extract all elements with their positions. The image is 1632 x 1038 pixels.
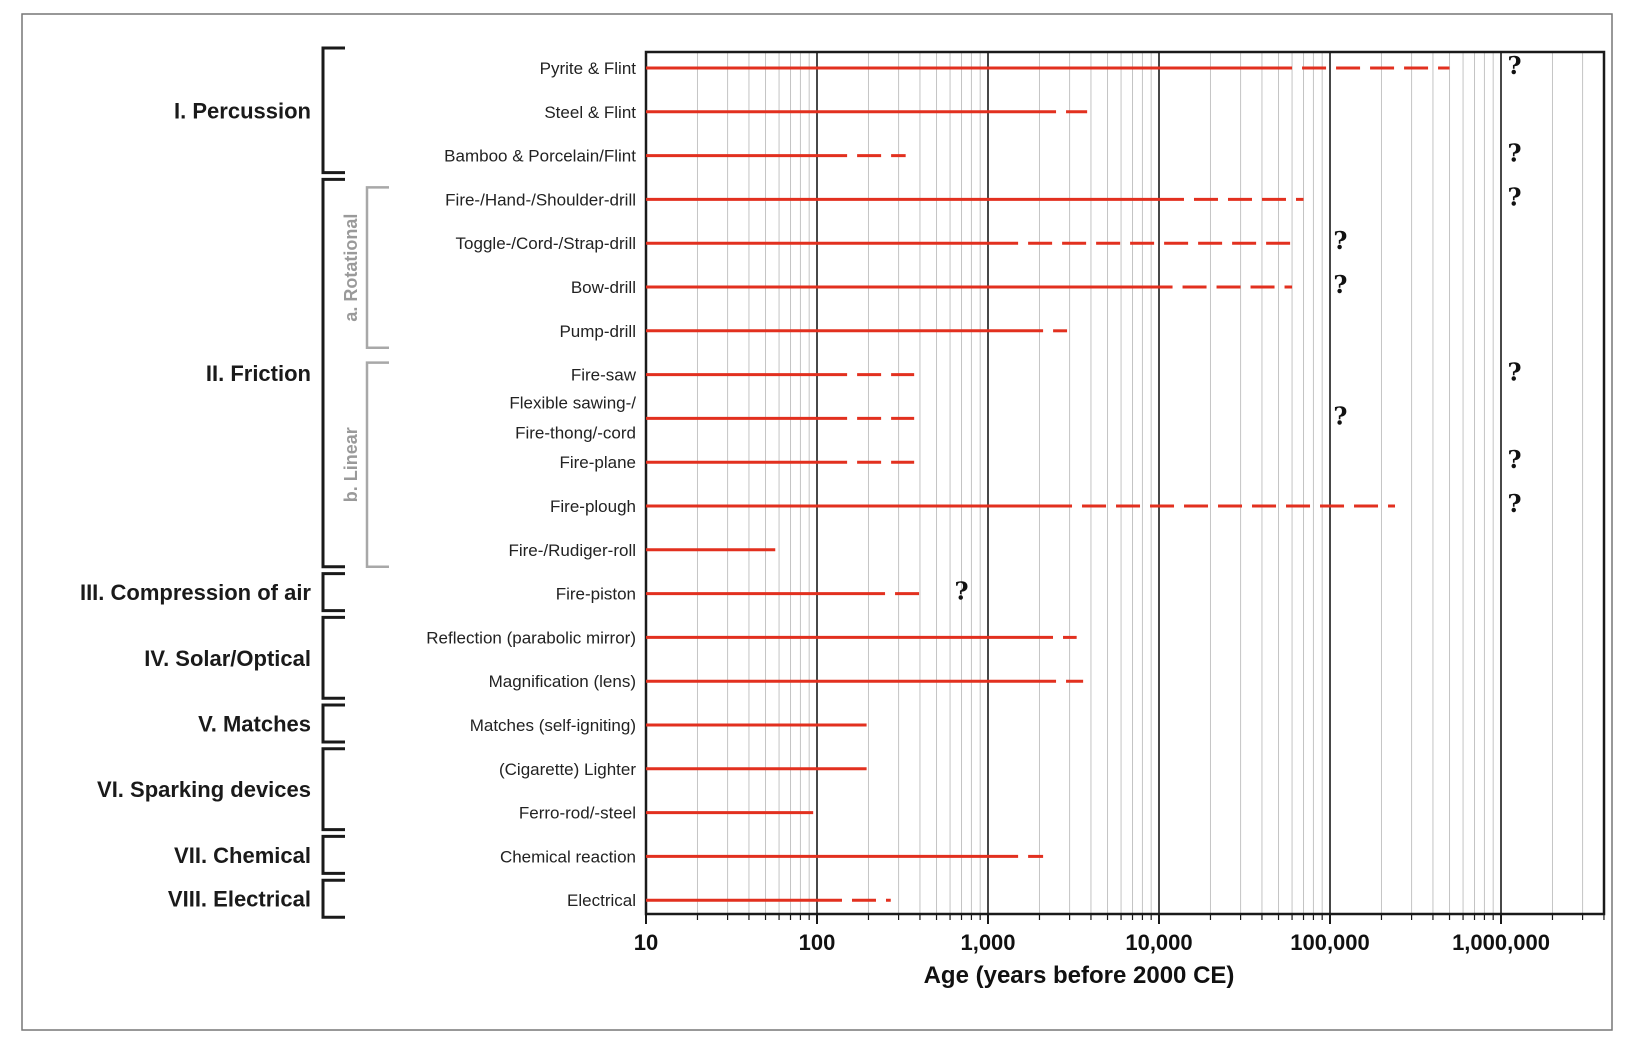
group-bracket: [321, 46, 345, 175]
x-tick-label: 10: [634, 930, 658, 955]
row-label: Fire-/Hand-/Shoulder-drill: [445, 190, 636, 209]
x-tick-label: 1,000: [960, 930, 1015, 955]
row-label: (Cigarette) Lighter: [499, 760, 636, 779]
row-label: Fire-thong/-cord: [515, 423, 636, 442]
row-label: Bamboo & Porcelain/Flint: [444, 147, 636, 166]
question-mark: ?: [1333, 270, 1347, 299]
group-bracket: [321, 834, 345, 875]
row-label: Fire-piston: [556, 585, 636, 604]
subgroup-label: b. Linear: [341, 427, 361, 502]
row-label: Bow-drill: [571, 278, 636, 297]
question-mark: ?: [1508, 358, 1522, 387]
row-label: Matches (self-igniting): [470, 716, 636, 735]
x-axis-title: Age (years before 2000 CE): [924, 962, 1235, 989]
subgroup-bracket: [365, 361, 389, 569]
row-label: Fire-plane: [559, 453, 636, 472]
subgroup-label: a. Rotational: [341, 214, 361, 322]
x-tick-label: 10,000: [1125, 930, 1192, 955]
question-mark: ?: [954, 577, 968, 606]
group-label: V. Matches: [198, 712, 311, 737]
row-label: Chemical reaction: [500, 847, 636, 866]
group-label: IV. Solar/Optical: [144, 646, 311, 671]
chart-bars: ??????????: [646, 51, 1522, 902]
x-tick-label: 100: [799, 930, 836, 955]
row-label: Pyrite & Flint: [540, 59, 637, 78]
group-label: II. Friction: [206, 361, 311, 386]
row-label: Reflection (parabolic mirror): [426, 628, 636, 647]
row-label: Flexible sawing-/: [509, 393, 636, 412]
row-label: Steel & Flint: [544, 103, 636, 122]
question-mark: ?: [1333, 226, 1347, 255]
group-label: VII. Chemical: [174, 843, 311, 868]
group-bracket: [321, 177, 345, 569]
question-mark: ?: [1508, 51, 1522, 80]
x-tick-label: 1,000,000: [1452, 930, 1550, 955]
group-brackets: I. Percussion II. Friction III. Compressio…: [80, 46, 389, 919]
row-label: Fire-/Rudiger-roll: [508, 541, 636, 560]
group-bracket: [321, 878, 345, 919]
group-bracket: [321, 572, 345, 613]
row-label: Ferro-rod/-steel: [519, 804, 636, 823]
group-label: VI. Sparking devices: [97, 777, 311, 802]
chart-grid: [644, 50, 1606, 916]
plot-area-border: [644, 50, 1606, 916]
question-mark: ?: [1508, 139, 1522, 168]
question-mark: ?: [1508, 489, 1522, 518]
row-label: Fire-plough: [550, 497, 636, 516]
row-label: Toggle-/Cord-/Strap-drill: [456, 234, 636, 253]
question-mark: ?: [1508, 445, 1522, 474]
row-labels: Pyrite & Flint Steel & Flint Bamboo & Porc…: [426, 59, 636, 910]
question-mark: ?: [1333, 401, 1347, 430]
group-bracket: [321, 615, 345, 700]
group-bracket: [321, 747, 345, 832]
row-label: Fire-saw: [571, 366, 637, 385]
question-mark: ?: [1508, 182, 1522, 211]
group-bracket: [321, 703, 345, 744]
x-axis: 10 100 1,000 10,000 100,000 1,000,000: [634, 914, 1605, 955]
group-label: I. Percussion: [174, 98, 311, 123]
x-tick-label: 100,000: [1290, 930, 1370, 955]
row-label: Magnification (lens): [489, 672, 636, 691]
row-label: Pump-drill: [559, 322, 636, 341]
group-label: VIII. Electrical: [168, 887, 311, 912]
subgroup-bracket: [365, 186, 389, 350]
group-label: III. Compression of air: [80, 580, 311, 605]
row-label: Electrical: [567, 891, 636, 910]
